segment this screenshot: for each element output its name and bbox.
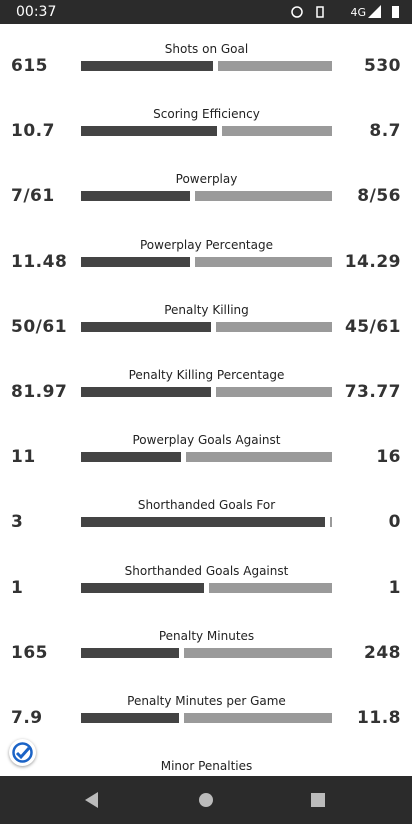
home-bar (81, 647, 179, 658)
away-bar (195, 256, 332, 267)
network: 4G (350, 6, 366, 19)
home-value: 7/61 (11, 186, 55, 207)
away-bar (215, 321, 332, 332)
home-bar (81, 517, 325, 528)
away-value: 0 (388, 512, 401, 533)
away-bar (195, 191, 332, 202)
stat-label: Penalty Killing Percentage (128, 368, 285, 382)
recents-button[interactable] (311, 793, 325, 807)
away-bar (183, 647, 332, 658)
stat-label: Shots on Goal (164, 42, 249, 56)
stat-row: Powerplay Percentage 11.48 14.29 (0, 238, 412, 303)
away-bar (221, 126, 332, 137)
stat-row: Powerplay Goals Against 11 16 (0, 433, 412, 498)
verified-badge[interactable] (9, 739, 36, 766)
home-value: 165 (11, 642, 48, 663)
stat-label: Shorthanded Goals For (137, 498, 276, 513)
home-value: 615 (11, 56, 48, 76)
stat-row: Shorthanded Goals Against 1 1 (0, 564, 412, 629)
away-bar (184, 713, 332, 723)
stat-label: Powerplay Goals Against (132, 433, 281, 448)
away-value: 8.7 (369, 121, 401, 142)
back-button[interactable] (85, 792, 98, 808)
stat-label: Penalty Minutes per Game (127, 694, 286, 708)
away-value: 14.29 (344, 251, 401, 272)
home-value: 11 (11, 447, 36, 468)
stat-label: Scoring Efficiency (153, 107, 260, 122)
away-bar (185, 452, 332, 463)
away-bar (209, 582, 332, 593)
away-value: 530 (364, 56, 401, 76)
stat-label: Penalty Minutes (158, 628, 255, 643)
home-value: 11.48 (11, 251, 68, 272)
away-value: 11.8 (357, 708, 401, 728)
home-bar (81, 321, 211, 332)
away-value: 16 (376, 447, 401, 468)
nav-bar (0, 776, 412, 824)
stat-label: Powerplay Percentage (139, 237, 273, 252)
home-bar (81, 256, 191, 267)
home-button[interactable] (199, 793, 213, 807)
home-bar (81, 452, 181, 463)
away-value: 45/61 (344, 316, 401, 337)
away-value: 1 (388, 577, 401, 598)
stat-row: Penalty Minutes 165 248 (0, 629, 412, 694)
stat-row: Penalty Killing Percentage 81.97 73.77 (0, 368, 412, 433)
home-value: 7.9 (11, 708, 43, 728)
home-bar (81, 582, 204, 593)
status-bar: 00:37 4G (0, 0, 412, 24)
stat-row: Scoring Efficiency 10.7 8.7 (0, 107, 412, 172)
stat-row: Shots on Goal 615 530 (0, 42, 412, 107)
home-value: 81.97 (11, 382, 68, 402)
away-value: 8/56 (357, 186, 401, 207)
status-icons (291, 6, 324, 18)
stat-row: Powerplay 7/61 8/56 (0, 172, 412, 237)
home-value: 1 (11, 577, 24, 598)
stat-label: Penalty Killing (164, 302, 249, 317)
home-bar (81, 191, 191, 202)
away-bar (218, 61, 332, 71)
home-bar (81, 61, 214, 71)
stat-label: Minor Penalties (160, 759, 253, 774)
home-bar (81, 713, 180, 723)
home-bar (81, 126, 217, 137)
stat-row: Penalty Minutes per Game 7.9 11.8 (0, 694, 412, 759)
away-bar (215, 387, 332, 397)
away-value: 248 (364, 642, 401, 663)
home-bar (81, 387, 211, 397)
signal-battery (368, 5, 399, 18)
away-value: 73.77 (344, 382, 401, 402)
home-value: 3 (11, 512, 24, 533)
stat-label: Powerplay (175, 172, 238, 187)
stat-row: Penalty Killing 50/61 45/61 (0, 303, 412, 368)
home-value: 50/61 (11, 316, 68, 337)
stat-label: Shorthanded Goals Against (124, 563, 289, 578)
clock: 00:37 (16, 4, 57, 20)
home-value: 10.7 (11, 121, 55, 142)
stat-row: Shorthanded Goals For 3 0 (0, 498, 412, 563)
away-bar (330, 517, 332, 528)
